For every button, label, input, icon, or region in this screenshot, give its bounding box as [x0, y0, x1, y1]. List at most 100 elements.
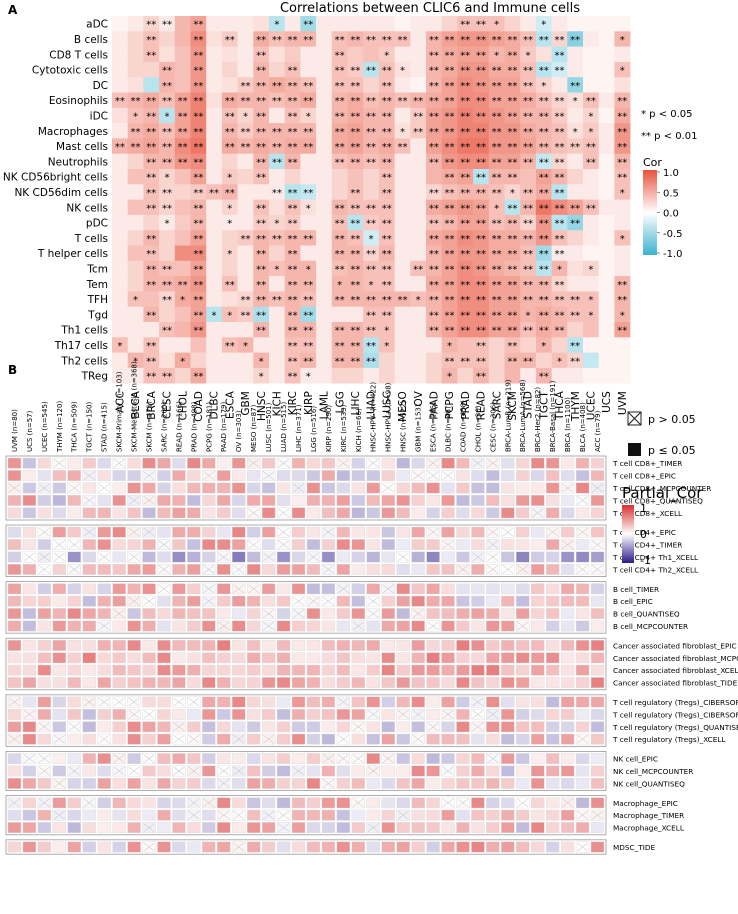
partial-cor-cell	[501, 652, 515, 664]
column-label: KIRP	[303, 391, 315, 415]
column-label: LGG	[334, 391, 346, 413]
significance-star: **	[256, 310, 266, 321]
heatmap-cell	[112, 291, 128, 307]
partial-cor-cell	[501, 539, 515, 551]
partial-cor-cell	[217, 664, 231, 676]
partial-cor-cell	[172, 809, 186, 821]
partial-cor-cell	[217, 495, 231, 506]
heatmap-cell	[347, 276, 364, 292]
heatmap-cell	[316, 337, 333, 353]
heatmap-cell	[520, 184, 537, 200]
partial-cor-cell	[232, 539, 246, 551]
heatmap-cell	[410, 61, 427, 78]
partial-cor-cell	[456, 507, 470, 519]
partial-cor-cell	[52, 640, 66, 651]
significance-star: *	[541, 81, 546, 92]
heatmap-cell	[473, 260, 490, 277]
nonsignificant-cross	[472, 697, 484, 707]
partial-cor-cell	[441, 778, 455, 789]
heatmap-cell	[410, 107, 427, 124]
heatmap-cell	[457, 199, 474, 216]
column-label: PAAD (n=179)	[220, 401, 228, 452]
column-label: THYM	[570, 391, 582, 422]
panel-a-title: Correlations between CLIC6 and Immune ce…	[280, 1, 580, 16]
heatmap-cell	[457, 260, 474, 277]
nonsignificant-cross	[367, 609, 379, 618]
partial-cor-cell	[336, 778, 351, 789]
heatmap-cell	[614, 276, 631, 292]
partial-cor-cell	[531, 696, 545, 708]
heatmap-cell	[520, 46, 537, 63]
heatmap-cell	[284, 245, 301, 262]
partial-cor-cell	[396, 583, 410, 595]
significance-star: **	[350, 234, 360, 245]
partial-cor-cell	[82, 564, 96, 575]
heatmap-cell	[488, 77, 505, 93]
row-label: T cell CD4+ Th2_XCELL	[612, 565, 699, 574]
partial-cor-cell	[321, 457, 336, 469]
partial-cor-cell	[441, 595, 455, 607]
significance-star: **	[523, 280, 533, 291]
significance-star: **	[256, 81, 266, 92]
heatmap-cell	[457, 337, 474, 353]
heatmap-cell	[457, 230, 474, 246]
partial-cor-cell	[336, 526, 351, 538]
column-label: MESO	[397, 391, 409, 422]
heatmap-cell	[426, 260, 442, 277]
column-label: DLBC	[209, 391, 221, 419]
partial-cor-cell	[321, 809, 336, 821]
heatmap-cell	[378, 260, 395, 277]
partial-cor-cell	[306, 457, 321, 469]
partial-cor-cell	[112, 551, 126, 563]
significance-star: **	[162, 326, 172, 337]
heatmap-cell	[347, 291, 364, 307]
partial-cor-cell	[232, 640, 246, 651]
significance-star: **	[272, 127, 282, 138]
partial-cor-cell	[336, 765, 351, 777]
heatmap-cell	[567, 107, 584, 124]
partial-cor-cell	[82, 677, 96, 689]
row-label: Tgd	[87, 309, 108, 321]
nonsignificant-cross	[128, 527, 140, 537]
heatmap-cell	[426, 31, 442, 47]
row-label: Cytotoxic cells	[32, 65, 108, 77]
nonsignificant-cross	[248, 584, 260, 594]
significance-star: **	[272, 96, 282, 107]
partial-cor-cell	[336, 495, 351, 506]
heatmap-cell	[535, 276, 552, 292]
column-label: ESCA (n=185)	[430, 402, 438, 452]
partial-cor-cell	[501, 507, 515, 519]
partial-cor-cell	[456, 809, 470, 821]
partial-cor-cell	[187, 709, 201, 720]
partial-cor-cell	[112, 778, 126, 789]
partial-cor-cell	[37, 539, 52, 551]
partial-cor-cell	[366, 652, 380, 664]
significance-star: *	[573, 96, 578, 107]
partial-cor-cell	[381, 765, 395, 777]
partial-cor-cell	[336, 482, 351, 494]
partial-cor-cell	[366, 539, 380, 551]
heatmap-cell	[583, 46, 599, 63]
partial-cor-cell	[306, 539, 321, 551]
partial-cor-cell	[336, 841, 351, 853]
significance-star: **	[256, 173, 266, 184]
partial-cor-cell	[7, 608, 22, 620]
significance-star: **	[460, 219, 470, 230]
significance-star: **	[476, 157, 486, 168]
nonsignificant-cross	[188, 766, 200, 776]
partial-cor-cell	[97, 753, 111, 765]
cor-legend-title: Cor	[643, 156, 662, 169]
partial-cor-cell	[560, 564, 575, 575]
significance-star: **	[554, 280, 564, 291]
partial-cor-cell	[321, 470, 336, 481]
significance-star: **	[570, 219, 580, 230]
heatmap-cell	[441, 322, 458, 338]
heatmap-cell	[143, 16, 160, 32]
column-label: GBM (n=153)	[415, 404, 423, 452]
heatmap-cell	[551, 92, 568, 109]
significance-star: **	[193, 264, 203, 275]
heatmap-cell	[504, 169, 521, 185]
significance-star: **	[460, 111, 470, 122]
nonsignificant-cross	[83, 496, 95, 505]
panel-b-label: B	[8, 363, 17, 377]
